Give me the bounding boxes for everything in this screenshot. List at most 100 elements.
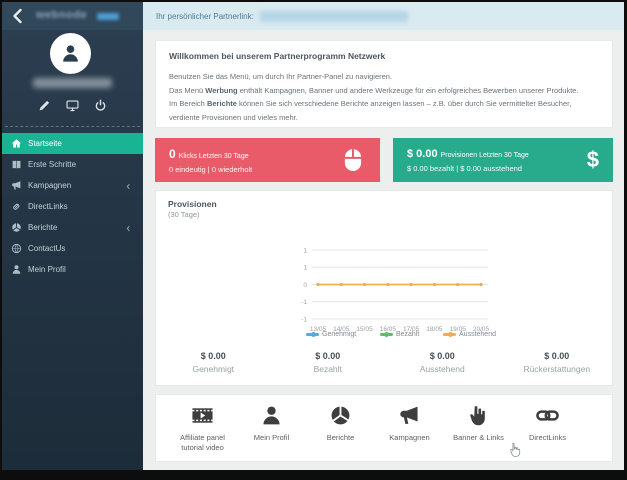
chart-subtitle: (30 Tage) (168, 210, 200, 219)
chart-title: Provisionen (168, 199, 217, 209)
shortcut-item[interactable]: Banner & Links (444, 404, 513, 443)
sidebar-item-label: Berichte (28, 223, 58, 232)
link-icon (11, 201, 22, 212)
home-icon (11, 138, 22, 149)
app-window: webnode Startseite (2, 2, 624, 470)
chevron-left-icon (124, 221, 134, 233)
total-label: Bezahlt (313, 364, 342, 374)
partner-link-label: Ihr persönlicher Partnerlink: (156, 11, 254, 21)
megaphone-icon (11, 180, 22, 191)
total-item: $ 0.00 Genehmigt (156, 351, 271, 374)
avatar[interactable] (50, 33, 91, 74)
total-value: $ 0.00 (315, 351, 341, 361)
svg-text:1: 1 (303, 247, 307, 254)
total-label: Genehmigt (192, 364, 235, 374)
total-value: $ 0.00 (200, 351, 226, 361)
sidebar-item-label: Kampagnen (28, 181, 72, 190)
back-chevron-icon[interactable] (10, 8, 26, 24)
total-item: $ 0.00 Ausstehend (385, 351, 500, 374)
total-item: $ 0.00 Bezahlt (271, 351, 386, 374)
commissions-chart-card: Provisionen (30 Tage) 1 1 0 -1 -1 13/05 14/05 1… (155, 190, 613, 386)
sidebar-menu-item[interactable]: Berichte (2, 217, 143, 238)
chain-icon (536, 404, 559, 427)
app-logo: webnode (36, 9, 88, 21)
globe-icon (11, 243, 22, 254)
legend-label: Genehmigt (322, 331, 357, 338)
book-icon (11, 159, 22, 170)
sidebar-item-label: Startseite (28, 139, 62, 148)
shortcut-item[interactable]: Mein Profil (237, 404, 306, 443)
chevron-left-icon (124, 179, 134, 191)
edit-pencil-icon[interactable] (38, 99, 51, 112)
svg-text:19/05: 19/05 (450, 326, 467, 333)
sidebar-item-label: Erste Schritte (28, 160, 77, 169)
sidebar-menu-item[interactable]: Mein Profil (2, 259, 143, 280)
svg-text:17/05: 17/05 (403, 326, 420, 333)
commissions-label: Provisionen Letzten 30 Tage (440, 151, 529, 159)
total-value: $ 0.00 (429, 351, 455, 361)
legend-marker (379, 332, 393, 337)
welcome-title: Willkommen bei unserem Partnerprogramm N… (169, 51, 386, 61)
shortcut-item[interactable]: DirectLinks (513, 404, 582, 443)
shortcut-label: DirectLinks (528, 433, 567, 442)
svg-text:15/05: 15/05 (356, 326, 373, 333)
sidebar-menu: Startseite Erste Schritte Kampagnen Dire… (2, 133, 143, 280)
sidebar-menu-item[interactable]: Erste Schritte (2, 154, 143, 175)
shortcut-label: Affiliate panel tutorial video (180, 433, 225, 452)
pie-icon (11, 222, 22, 233)
power-icon[interactable] (94, 99, 107, 112)
megaphone-icon (398, 404, 421, 427)
sidebar-header: webnode (2, 2, 143, 30)
profile-actions (2, 99, 143, 112)
film-icon (191, 404, 214, 427)
total-label: Ausstehend (419, 364, 465, 374)
username-blurred (33, 78, 112, 88)
sidebar-menu-item[interactable]: Kampagnen (2, 175, 143, 196)
clicks-label: Klicks Letzten 30 Tage (178, 152, 249, 160)
svg-text:14/05: 14/05 (333, 326, 350, 333)
total-item: $ 0.00 Rückerstattungen (500, 351, 615, 374)
welcome-line-3: Im Bereich Berichte können Sie sich vers… (169, 99, 572, 122)
user-icon (260, 404, 283, 427)
total-value: $ 0.00 (544, 351, 570, 361)
svg-text:13/05: 13/05 (310, 326, 327, 333)
partner-link-blurred[interactable] (259, 10, 408, 22)
shortcut-item[interactable]: Kampagnen (375, 404, 444, 443)
chart-totals: $ 0.00 Genehmigt $ 0.00 Bezahlt $ 0.00 A… (156, 351, 614, 374)
shortcut-label: Mein Profil (253, 433, 290, 442)
svg-text:1: 1 (303, 265, 307, 272)
sidebar-divider (5, 126, 140, 127)
sidebar-item-label: DirectLinks (28, 202, 68, 211)
sidebar-menu-item[interactable]: ContactUs (2, 238, 143, 259)
logo-badge-blurred (97, 13, 119, 20)
welcome-card: Willkommen bei unserem Partnerprogramm N… (155, 40, 613, 128)
legend-marker (306, 332, 319, 337)
commissions-stat-card: $ 0.00 Provisionen Letzten 30 Tage $ 0.00… (393, 138, 613, 182)
shortcut-label: Banner & Links (453, 433, 504, 442)
sidebar-menu-item[interactable]: Startseite (2, 133, 143, 154)
user-icon (11, 264, 22, 275)
svg-text:18/05: 18/05 (426, 326, 443, 333)
mouse-icon (340, 147, 366, 173)
shortcut-item[interactable]: Affiliate panel tutorial video (168, 404, 237, 452)
clicks-value: 0 (169, 146, 176, 161)
sidebar-item-label: Mein Profil (28, 265, 66, 274)
commissions-line-chart: 110-1-113/05 14/05 15/05 16/05 17/05 18/05 19/… (301, 247, 489, 333)
total-label: Rückerstattungen (523, 364, 591, 374)
sidebar-item-label: ContactUs (28, 244, 66, 253)
shortcut-label: Berichte (326, 433, 355, 442)
legend-label: Bezahlt (395, 331, 420, 338)
user-icon (60, 43, 81, 64)
shortcut-item[interactable]: Berichte (306, 404, 375, 443)
welcome-line-1: Benutzen Sie das Menü, um durch Ihr Part… (169, 72, 393, 81)
legend-item: Bezahlt (379, 331, 420, 338)
sidebar-menu-item[interactable]: DirectLinks (2, 196, 143, 217)
commissions-value: $ 0.00 (407, 147, 438, 160)
hand-cursor-icon (508, 441, 522, 458)
legend-item: Ausstehend (443, 331, 496, 338)
clicks-sub: 0 eindeutig | 0 wiederholt (169, 164, 253, 174)
legend-item: Genehmigt (306, 331, 356, 338)
monitor-icon[interactable] (66, 99, 79, 112)
shortcuts-card: Affiliate panel tutorial video Mein Prof… (155, 394, 613, 462)
